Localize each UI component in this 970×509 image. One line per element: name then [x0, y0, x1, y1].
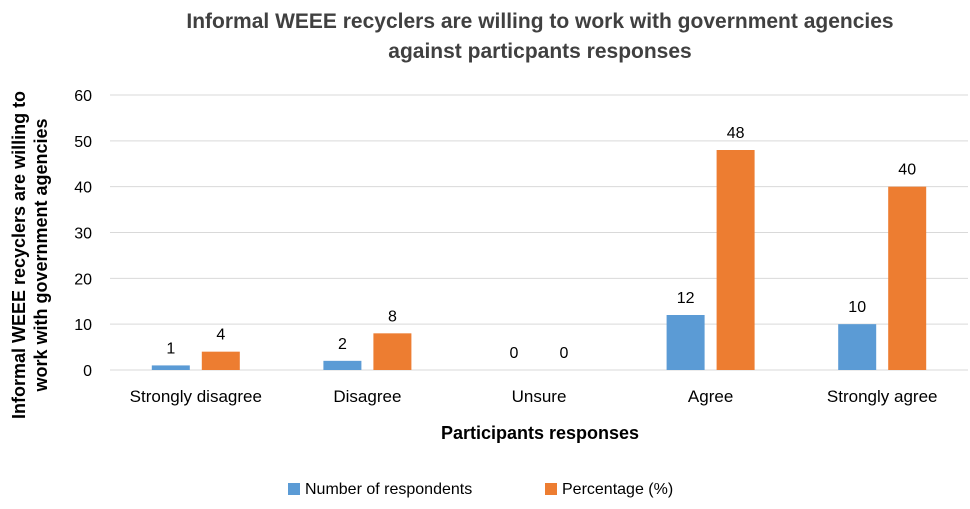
- x-tick-label: Agree: [688, 387, 733, 406]
- y-tick-label: 30: [74, 226, 92, 243]
- y-tick-label: 10: [74, 317, 92, 334]
- data-label: 4: [216, 327, 225, 344]
- chart-title-line-1: Informal WEEE recyclers are willing to w…: [186, 10, 893, 33]
- bar: [373, 333, 412, 370]
- bar: [838, 324, 877, 370]
- legend: Number of respondents Percentage (%): [288, 481, 673, 498]
- y-tick-label: 50: [74, 134, 92, 151]
- bar: [716, 150, 755, 370]
- legend-label: Percentage (%): [562, 481, 673, 498]
- x-tick-label: Strongly agree: [827, 387, 938, 406]
- gridlines: [110, 94, 968, 371]
- bar: [201, 351, 240, 370]
- legend-label: Number of respondents: [305, 481, 472, 498]
- chart-title-line-2: against particpants responses: [388, 40, 691, 63]
- y-tick-label: 20: [74, 271, 92, 288]
- y-axis-title-line-1: Informal WEEE recyclers are willing to: [9, 91, 29, 419]
- data-label: 0: [510, 345, 519, 362]
- x-tick-label: Disagree: [333, 387, 401, 406]
- y-tick-label: 60: [74, 88, 92, 105]
- data-label: 10: [848, 299, 866, 316]
- legend-swatch: [545, 483, 557, 495]
- data-label: 0: [560, 345, 569, 362]
- bars: [151, 150, 927, 370]
- bar: [151, 365, 190, 370]
- data-label: 8: [388, 308, 397, 325]
- y-axis-title-line-2: work with government agencies: [31, 118, 51, 392]
- x-axis-categories: Strongly disagree Disagree Unsure Agree Stro…: [130, 387, 938, 406]
- data-label: 48: [727, 125, 745, 142]
- y-axis-title: Informal WEEE recyclers are willing to w…: [9, 91, 51, 419]
- data-label: 2: [338, 336, 347, 353]
- bar: [888, 186, 927, 370]
- bar: [323, 360, 362, 370]
- y-tick-label: 40: [74, 180, 92, 197]
- y-axis-ticks: 0 10 20 30 40 50 60: [74, 88, 92, 380]
- data-label: 1: [166, 340, 175, 357]
- x-tick-label: Unsure: [512, 387, 567, 406]
- data-label: 40: [898, 162, 916, 179]
- legend-swatch: [288, 483, 300, 495]
- data-labels: 1 4 2 8 0 0 12 48 10 40: [166, 125, 916, 362]
- data-label: 12: [677, 290, 695, 307]
- bar: [666, 315, 705, 370]
- x-tick-label: Strongly disagree: [130, 387, 262, 406]
- y-tick-label: 0: [83, 363, 92, 380]
- x-axis-title: Participants responses: [441, 423, 639, 443]
